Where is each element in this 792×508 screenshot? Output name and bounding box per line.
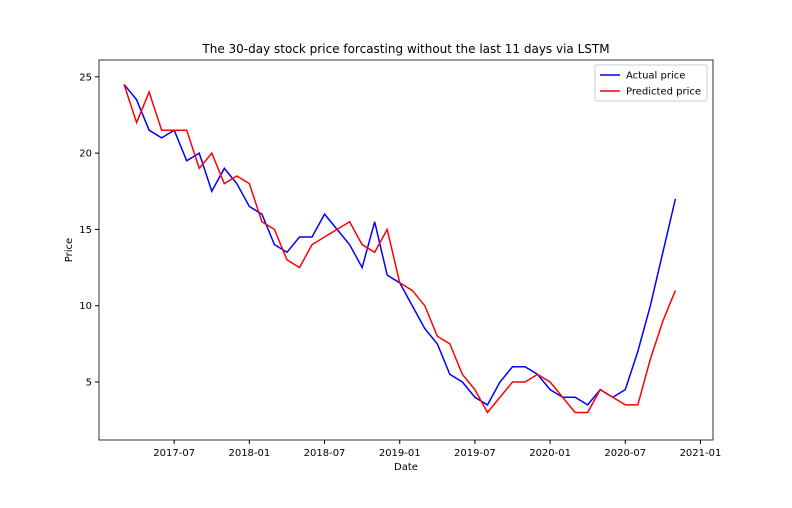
x-tick-label: 2018-07 (304, 448, 346, 459)
x-tick-label: 2020-01 (529, 448, 571, 459)
y-tick-label: 15 (79, 225, 92, 236)
legend-label: Predicted price (626, 87, 701, 98)
legend-label: Actual price (626, 71, 685, 82)
x-tick-label: 2019-01 (379, 448, 421, 459)
y-tick-label: 25 (79, 72, 92, 83)
x-tick-label: 2017-07 (153, 448, 195, 459)
y-tick-label: 20 (79, 149, 92, 160)
y-tick-label: 5 (86, 378, 92, 389)
legend-box (594, 64, 708, 102)
x-axis-label: Date (394, 462, 418, 473)
y-tick-label: 10 (79, 301, 92, 312)
x-tick-label: 2019-07 (454, 448, 496, 459)
plot-frame (98, 59, 714, 441)
chart-title: The 30-day stock price forcasting withou… (201, 42, 609, 56)
x-tick-label: 2018-01 (228, 448, 270, 459)
series-line (123, 84, 677, 414)
x-tick-label: 2021-01 (680, 448, 722, 459)
y-axis-label: Price (64, 238, 75, 262)
x-tick-label: 2020-07 (604, 448, 646, 459)
